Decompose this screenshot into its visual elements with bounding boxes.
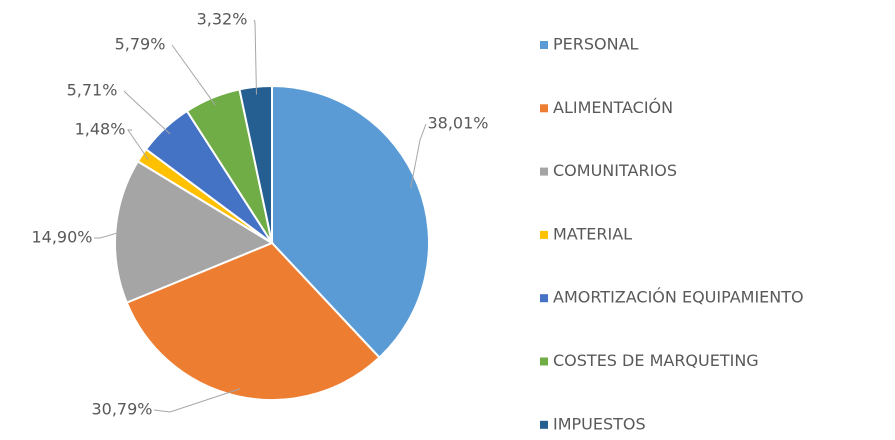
data-label: 5,71% xyxy=(67,81,118,100)
legend-swatch xyxy=(540,357,548,366)
legend-label: PERSONAL xyxy=(553,35,639,54)
legend-label: COSTES DE MARQUETING xyxy=(553,351,759,370)
pie-slice xyxy=(125,241,381,401)
legend-label: AMORTIZACIÓN EQUIPAMIENTO xyxy=(553,288,804,307)
legend-label: ALIMENTACIÓN xyxy=(553,98,673,117)
legend-swatch xyxy=(540,230,548,239)
leader-line xyxy=(410,123,427,189)
leader-line xyxy=(94,230,124,239)
data-label: 30,79% xyxy=(91,400,152,419)
legend-label: COMUNITARIOS xyxy=(553,161,677,180)
data-label: 38,01% xyxy=(427,114,488,133)
leader-line xyxy=(123,90,171,135)
pie-slice xyxy=(114,160,275,304)
data-label: 5,79% xyxy=(115,35,166,54)
leader-line xyxy=(171,44,216,106)
pie-slice xyxy=(238,84,273,244)
data-label: 1,48% xyxy=(75,120,126,139)
legend-swatch xyxy=(540,294,548,303)
legend-label: MATERIAL xyxy=(553,224,632,243)
data-label: 3,32% xyxy=(197,10,248,29)
leader-line xyxy=(253,19,257,95)
legend-swatch xyxy=(540,41,548,49)
leader-line xyxy=(153,388,241,413)
data-label: 14,90% xyxy=(31,228,92,247)
legend-label: IMPUESTOS xyxy=(553,414,646,433)
legend-swatch xyxy=(540,167,548,176)
legend-swatch xyxy=(540,420,548,429)
legend-swatch xyxy=(540,104,548,113)
leader-line xyxy=(127,129,149,160)
pie-slice xyxy=(271,84,430,359)
